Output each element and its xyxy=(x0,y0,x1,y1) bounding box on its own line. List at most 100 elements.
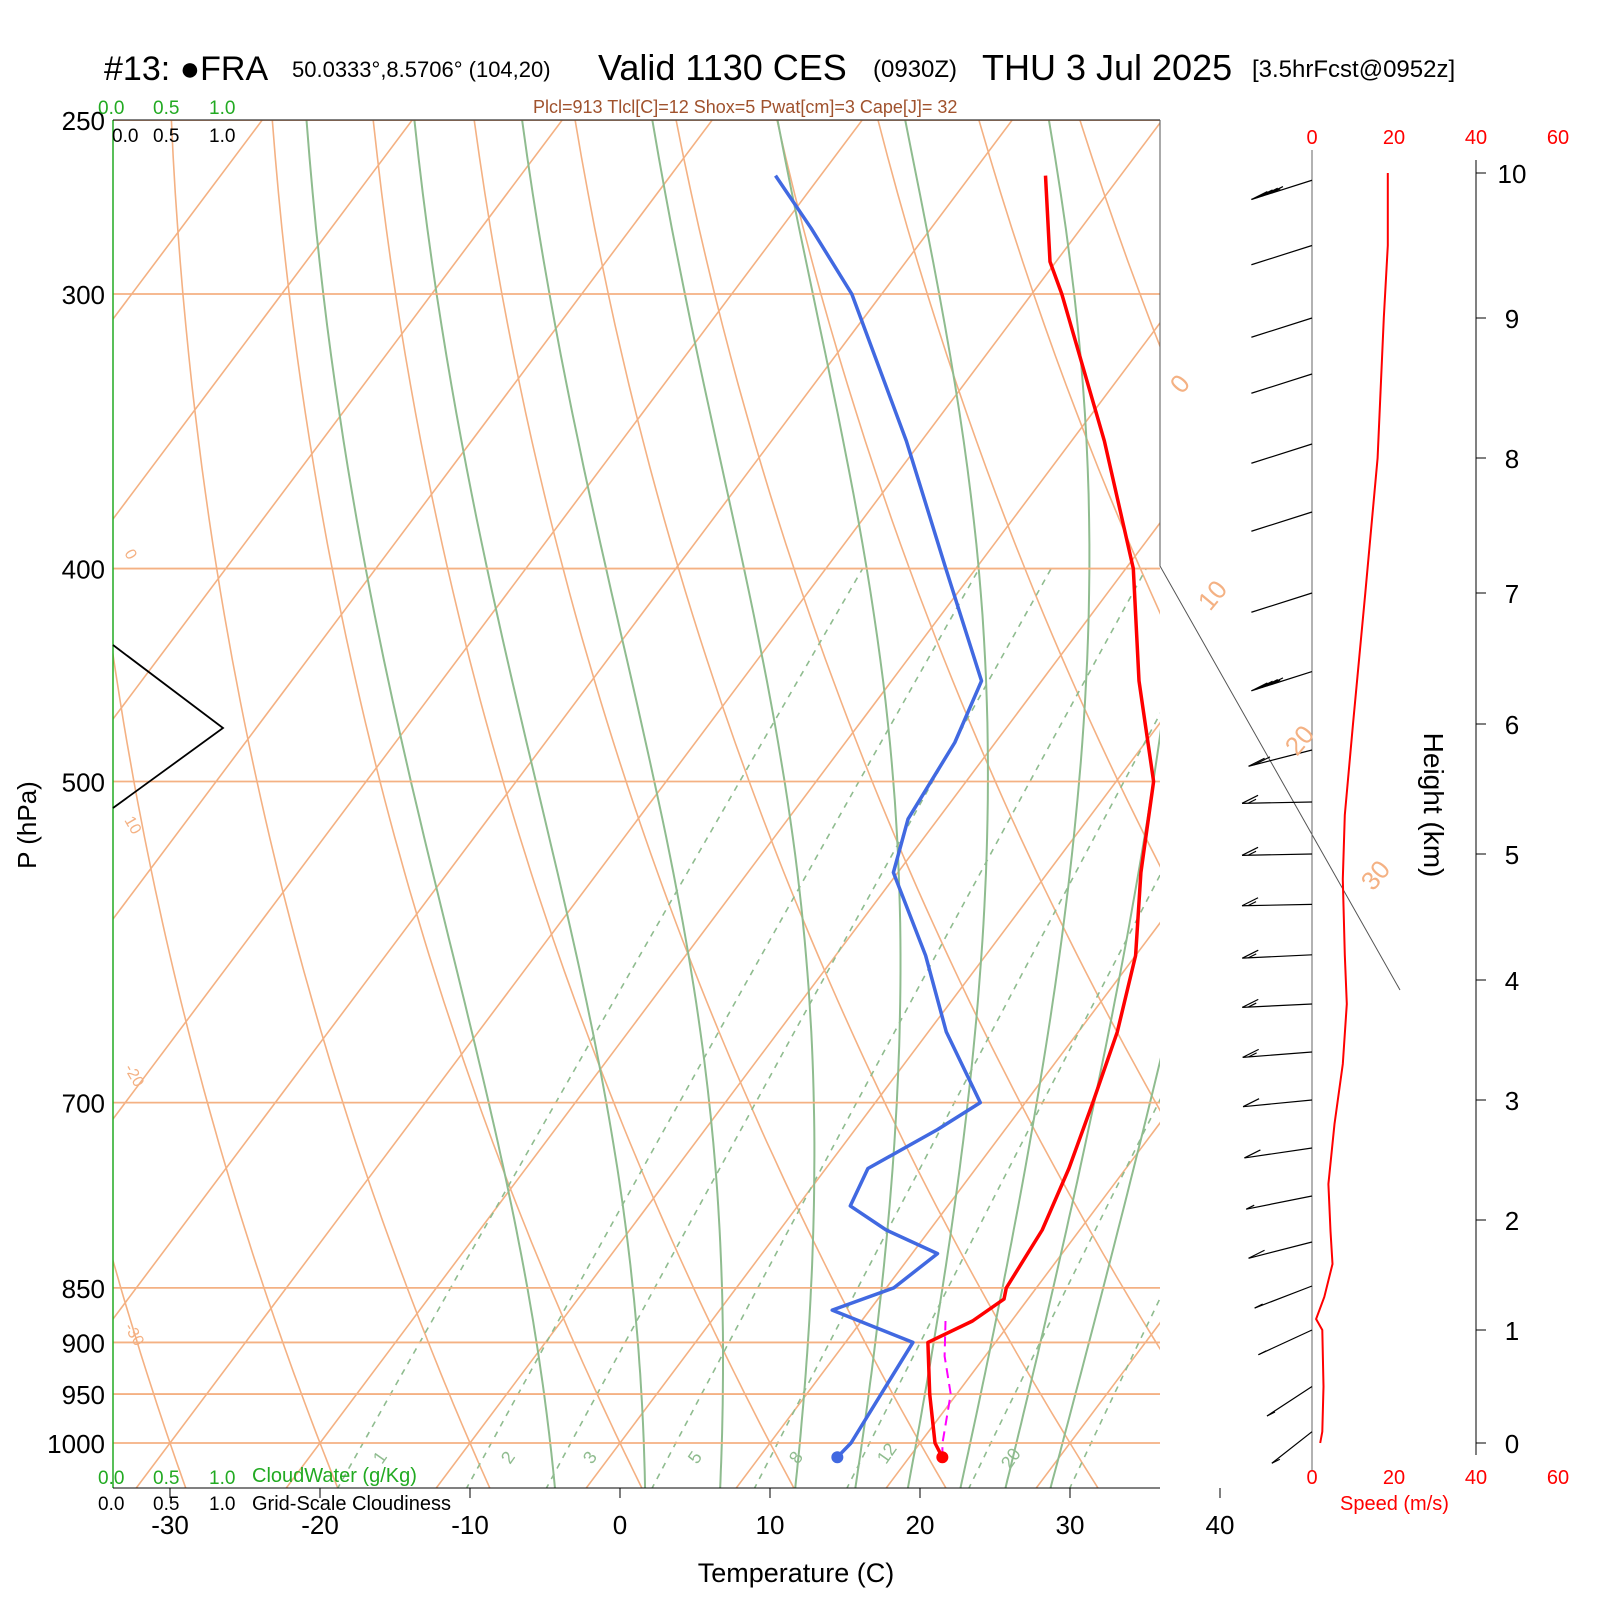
wind-barb xyxy=(1251,443,1313,464)
wind-barb-staff xyxy=(1251,244,1313,266)
isotherm-line xyxy=(113,120,864,1121)
wind-barb-pennant xyxy=(1251,459,1264,464)
wind-barb-staff xyxy=(1251,671,1313,692)
isotherm-label: 10 xyxy=(1192,574,1234,615)
isotherm-line xyxy=(113,120,714,921)
pressure-tick-label: 500 xyxy=(62,768,105,798)
height-tick-label: 6 xyxy=(1505,710,1519,740)
wind-barb xyxy=(1241,794,1313,804)
wind-barb-pennant xyxy=(1251,389,1264,394)
mixing-ratio-line xyxy=(753,712,1160,1488)
wind-barb-feather xyxy=(1241,949,1259,959)
wind-barb-feather xyxy=(1241,897,1259,907)
speed-tick-bottom: 40 xyxy=(1465,1467,1487,1489)
isotherm-line xyxy=(1328,81,1600,1499)
isotherm-line xyxy=(1178,81,1600,1499)
wind-barb xyxy=(1251,179,1313,201)
wind-barb-staff xyxy=(1246,1195,1313,1210)
mixing-ratio-label: 20 xyxy=(997,1444,1025,1472)
dry-adiabat-line xyxy=(113,649,339,1488)
wind-barb-feather xyxy=(1253,756,1271,766)
isotherm-line xyxy=(585,721,1160,1488)
wind-barb xyxy=(1251,511,1313,532)
wind-barb xyxy=(1241,897,1313,907)
isotherm-label: -30 xyxy=(121,1321,147,1350)
cloudwater-tick-bottom: 1.0 xyxy=(209,1468,235,1489)
x-tick-label: 40 xyxy=(1206,1510,1235,1540)
height-tick-label: 9 xyxy=(1505,304,1519,334)
dry-adiabat-line xyxy=(1567,81,1600,1499)
mixing-ratio-line xyxy=(465,568,980,1488)
mixing-ratio-line xyxy=(1068,1296,1160,1488)
pressure-tick-label: 1000 xyxy=(47,1429,105,1459)
dry-adiabat-line xyxy=(978,120,1160,615)
wind-barb xyxy=(1241,949,1313,959)
isotherm-label: 10 xyxy=(121,814,145,838)
wind-barb xyxy=(1251,244,1313,266)
wind-barb xyxy=(1244,1147,1313,1159)
cloudwater-tick-bottom: 0.5 xyxy=(153,1468,179,1489)
wind-barb-staff xyxy=(1251,511,1313,532)
isotherm-line xyxy=(885,1121,1160,1488)
isotherm-line xyxy=(113,120,564,721)
wind-barb xyxy=(1242,1048,1313,1058)
diagram-frame xyxy=(112,119,1401,1489)
wind-panel xyxy=(1241,150,1389,1470)
wind-barb-half-feather xyxy=(1247,798,1257,804)
wind-barb-feather xyxy=(1266,186,1284,196)
dry-adiabat-line xyxy=(473,120,947,1488)
moist-adiabat-line xyxy=(305,120,556,1488)
mixing-ratio-label: 3 xyxy=(579,1448,601,1468)
dry-adiabat-line xyxy=(877,120,1160,868)
wind-speed-profile-line xyxy=(1315,173,1389,1444)
valid-time: Valid 1130 CES xyxy=(598,47,847,88)
isotherm-label: -20 xyxy=(121,1062,147,1091)
height-tick-label: 5 xyxy=(1505,840,1519,870)
wind-barb-staff xyxy=(1242,1003,1313,1008)
surface-dewpoint-dot xyxy=(831,1451,844,1464)
wind-barb-staff xyxy=(1254,1285,1313,1309)
height-tick-label: 10 xyxy=(1498,159,1527,189)
cloudwater-tick-top: 1.0 xyxy=(209,98,235,119)
dry-adiabat-line xyxy=(1168,81,1600,1499)
wind-barb-half-feather xyxy=(1271,679,1281,685)
wind-barb xyxy=(1251,592,1313,613)
valid-date: THU 3 Jul 2025 xyxy=(982,47,1232,88)
wind-barb-feather xyxy=(1242,1098,1260,1108)
mixing-ratio-line xyxy=(336,568,864,1488)
cloudiness-label: Grid-Scale Cloudiness xyxy=(252,1493,451,1515)
wind-barb-feather xyxy=(1256,189,1273,199)
x-tick-label: 20 xyxy=(906,1510,935,1540)
x-tick-label: -10 xyxy=(451,1510,489,1540)
x-tick-label: -30 xyxy=(151,1510,189,1540)
wind-barb-staff xyxy=(1251,592,1313,613)
wind-barb-staff xyxy=(1266,1385,1313,1417)
speed-tick-top: 0 xyxy=(1306,127,1317,149)
wind-barb-staff xyxy=(1251,317,1313,338)
wind-barb-feather xyxy=(1248,757,1265,767)
wind-barb-feather xyxy=(1256,680,1273,690)
valid-time-utc: (0930Z) xyxy=(873,56,957,83)
wind-barb xyxy=(1245,1195,1313,1210)
height-tick-label: 0 xyxy=(1505,1429,1519,1459)
dry-adiabat-line xyxy=(675,120,1160,1351)
cloudiness-tick-top: 0.0 xyxy=(112,126,138,147)
surface-temperature-dot xyxy=(936,1451,949,1464)
wind-barb-half-feather xyxy=(1247,953,1257,959)
isotherm-label: 20 xyxy=(1279,719,1321,760)
wind-barb xyxy=(1251,373,1313,394)
wind-barb-half-feather xyxy=(1247,901,1257,907)
wind-barb-half-feather xyxy=(1245,1204,1255,1210)
wind-barb-half-feather xyxy=(1254,1303,1263,1309)
height-axis-title: Height (km) xyxy=(1418,733,1449,878)
wind-barb-half-feather xyxy=(1271,1458,1281,1464)
wind-barb xyxy=(1248,749,1313,767)
speed-tick-top: 40 xyxy=(1465,127,1487,149)
cloudwater-tick-top: 0.0 xyxy=(98,98,124,119)
isotherm-line xyxy=(113,120,1014,1321)
wind-barb-half-feather xyxy=(1247,850,1257,856)
isotherm-line xyxy=(113,120,264,321)
pressure-tick-label: 250 xyxy=(62,106,105,136)
height-tick-label: 1 xyxy=(1505,1316,1519,1346)
